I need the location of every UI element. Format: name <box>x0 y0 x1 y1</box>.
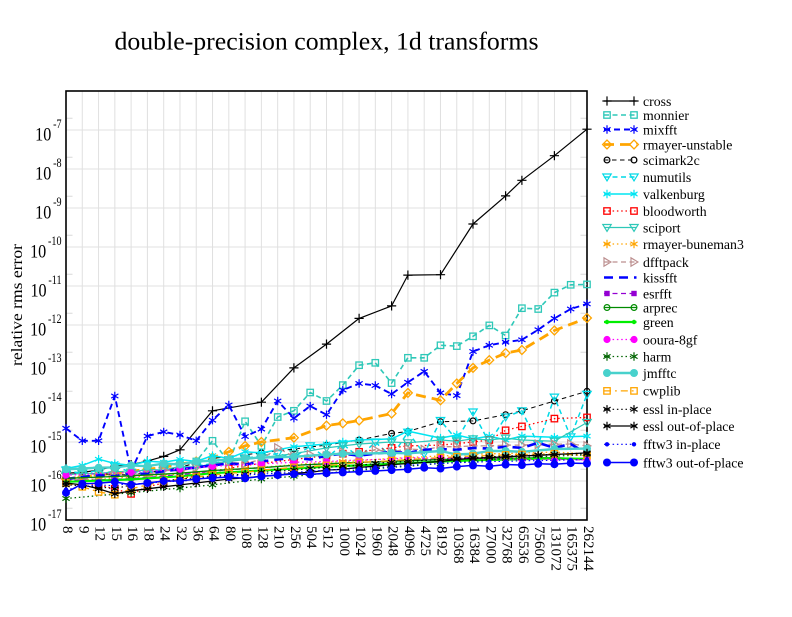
svg-text:10-12: 10 -12 <box>30 313 61 339</box>
svg-text:scimark2c: scimark2c <box>643 153 700 168</box>
svg-text:1000: 1000 <box>336 526 352 556</box>
svg-text:256: 256 <box>287 526 303 549</box>
svg-text:10-8: 10 -8 <box>35 157 62 183</box>
svg-text:4096: 4096 <box>401 526 417 557</box>
svg-text:10-17: 10 -17 <box>30 508 62 534</box>
svg-text:10-13: 10 -13 <box>30 352 62 378</box>
svg-text:10-15: 10 -15 <box>30 430 62 456</box>
svg-text:numutils: numutils <box>643 170 691 185</box>
svg-text:16384: 16384 <box>466 526 482 564</box>
svg-text:504: 504 <box>303 526 319 549</box>
svg-text:relative rms error: relative rms error <box>9 243 26 366</box>
svg-text:2048: 2048 <box>385 526 401 556</box>
svg-text:9: 9 <box>75 526 91 534</box>
svg-text:arprec: arprec <box>643 300 677 315</box>
svg-text:10-16: 10 -16 <box>30 469 62 495</box>
svg-text:10-9: 10 -9 <box>35 196 62 222</box>
svg-text:10-10: 10 -10 <box>30 235 62 261</box>
svg-text:131072: 131072 <box>547 526 563 571</box>
svg-text:15: 15 <box>108 526 124 541</box>
svg-text:mixfft: mixfft <box>643 122 677 137</box>
svg-text:10-14: 10 -14 <box>30 391 62 417</box>
svg-text:valkenburg: valkenburg <box>643 187 705 202</box>
svg-text:green: green <box>643 315 674 330</box>
svg-text:16: 16 <box>124 526 140 542</box>
svg-text:harm: harm <box>643 349 672 364</box>
svg-text:64: 64 <box>206 526 222 542</box>
svg-text:210: 210 <box>271 526 287 549</box>
svg-text:18: 18 <box>140 526 156 541</box>
svg-text:cwplib: cwplib <box>643 384 681 399</box>
svg-text:1024: 1024 <box>352 526 368 557</box>
svg-text:cross: cross <box>643 94 671 109</box>
svg-text:fftw3 out-of-place: fftw3 out-of-place <box>643 455 744 470</box>
svg-text:24: 24 <box>157 526 173 542</box>
svg-text:10-7: 10 -7 <box>35 118 62 144</box>
svg-text:512: 512 <box>320 526 336 549</box>
svg-text:32: 32 <box>173 526 189 541</box>
svg-text:bloodworth: bloodworth <box>643 204 707 219</box>
svg-text:1960: 1960 <box>368 526 384 556</box>
svg-text:80: 80 <box>222 526 238 541</box>
svg-text:rmayer-buneman3: rmayer-buneman3 <box>643 237 744 252</box>
svg-text:65536: 65536 <box>515 526 531 564</box>
svg-text:32768: 32768 <box>499 526 515 564</box>
svg-text:8: 8 <box>59 526 75 534</box>
svg-text:esrfft: esrfft <box>643 286 672 301</box>
svg-text:jmfftc: jmfftc <box>642 366 676 381</box>
svg-text:10368: 10368 <box>450 526 466 564</box>
svg-text:kissfft: kissfft <box>643 270 677 285</box>
svg-text:165375: 165375 <box>564 526 580 571</box>
svg-text:ooura-8gf: ooura-8gf <box>643 332 698 347</box>
svg-text:essl out-of-place: essl out-of-place <box>643 419 735 434</box>
svg-text:dfftpack: dfftpack <box>643 255 689 270</box>
svg-text:rmayer-unstable: rmayer-unstable <box>643 137 732 152</box>
svg-text:36: 36 <box>189 526 205 542</box>
svg-text:8192: 8192 <box>433 526 449 556</box>
svg-text:27000: 27000 <box>482 526 498 564</box>
svg-text:262144: 262144 <box>580 526 596 572</box>
svg-text:12: 12 <box>92 526 108 541</box>
svg-text:4725: 4725 <box>417 526 433 556</box>
svg-text:monnier: monnier <box>643 108 689 123</box>
svg-text:essl in-place: essl in-place <box>643 402 712 417</box>
svg-text:double-precision complex, 1d t: double-precision complex, 1d transforms <box>115 29 539 56</box>
svg-text:sciport: sciport <box>643 220 681 235</box>
svg-text:10-11: 10 -11 <box>30 274 61 300</box>
svg-text:75600: 75600 <box>531 526 547 564</box>
svg-text:108: 108 <box>238 526 254 549</box>
svg-text:128: 128 <box>254 526 270 549</box>
svg-text:fftw3 in-place: fftw3 in-place <box>643 437 721 452</box>
